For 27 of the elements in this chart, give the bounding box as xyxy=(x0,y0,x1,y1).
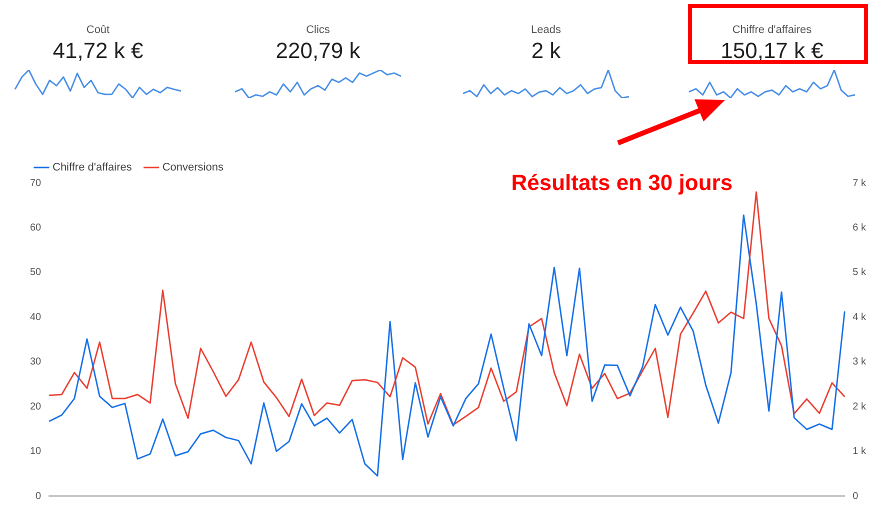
legend-label: Conversions xyxy=(162,162,224,174)
chart-title: Leads xyxy=(530,24,562,36)
y2-tick-label: 3 k xyxy=(852,356,867,368)
chart-title: Clics xyxy=(305,24,331,36)
annotation: Résultats en 30 jours xyxy=(511,170,733,196)
legend-label: Chiffre d'affaires xyxy=(52,162,132,174)
y2-tick-label: 6 k xyxy=(852,222,867,234)
chart-subtitle: 41,72 k € xyxy=(52,38,144,64)
y-tick-label: 0 xyxy=(36,490,42,502)
chart-title: Coût xyxy=(85,24,111,36)
chart-title: Chiffre d'affaires xyxy=(731,24,813,36)
chart-subtitle: 2 k xyxy=(530,38,562,64)
y2-tick-label: 5 k xyxy=(852,267,867,278)
y2-tick-label: 0 xyxy=(852,490,859,502)
y2-tick-label: 1 k xyxy=(852,446,867,458)
y-tick-label: 60 xyxy=(30,222,42,234)
y-tick-label: 40 xyxy=(30,312,42,323)
y-tick-label: 70 xyxy=(30,178,42,189)
chart-subtitle: 220,79 k xyxy=(274,38,362,64)
y-tick-label: 20 xyxy=(30,401,42,412)
y-tick-label: 30 xyxy=(30,356,42,368)
chart-subtitle: 150,17 k € xyxy=(720,38,824,64)
y-tick-label: 10 xyxy=(30,446,42,458)
y2-tick-label: 2 k xyxy=(852,401,867,412)
y2-tick-label: 4 k xyxy=(852,312,867,323)
y2-tick-label: 7 k xyxy=(852,178,867,189)
y-tick-label: 50 xyxy=(30,267,42,278)
